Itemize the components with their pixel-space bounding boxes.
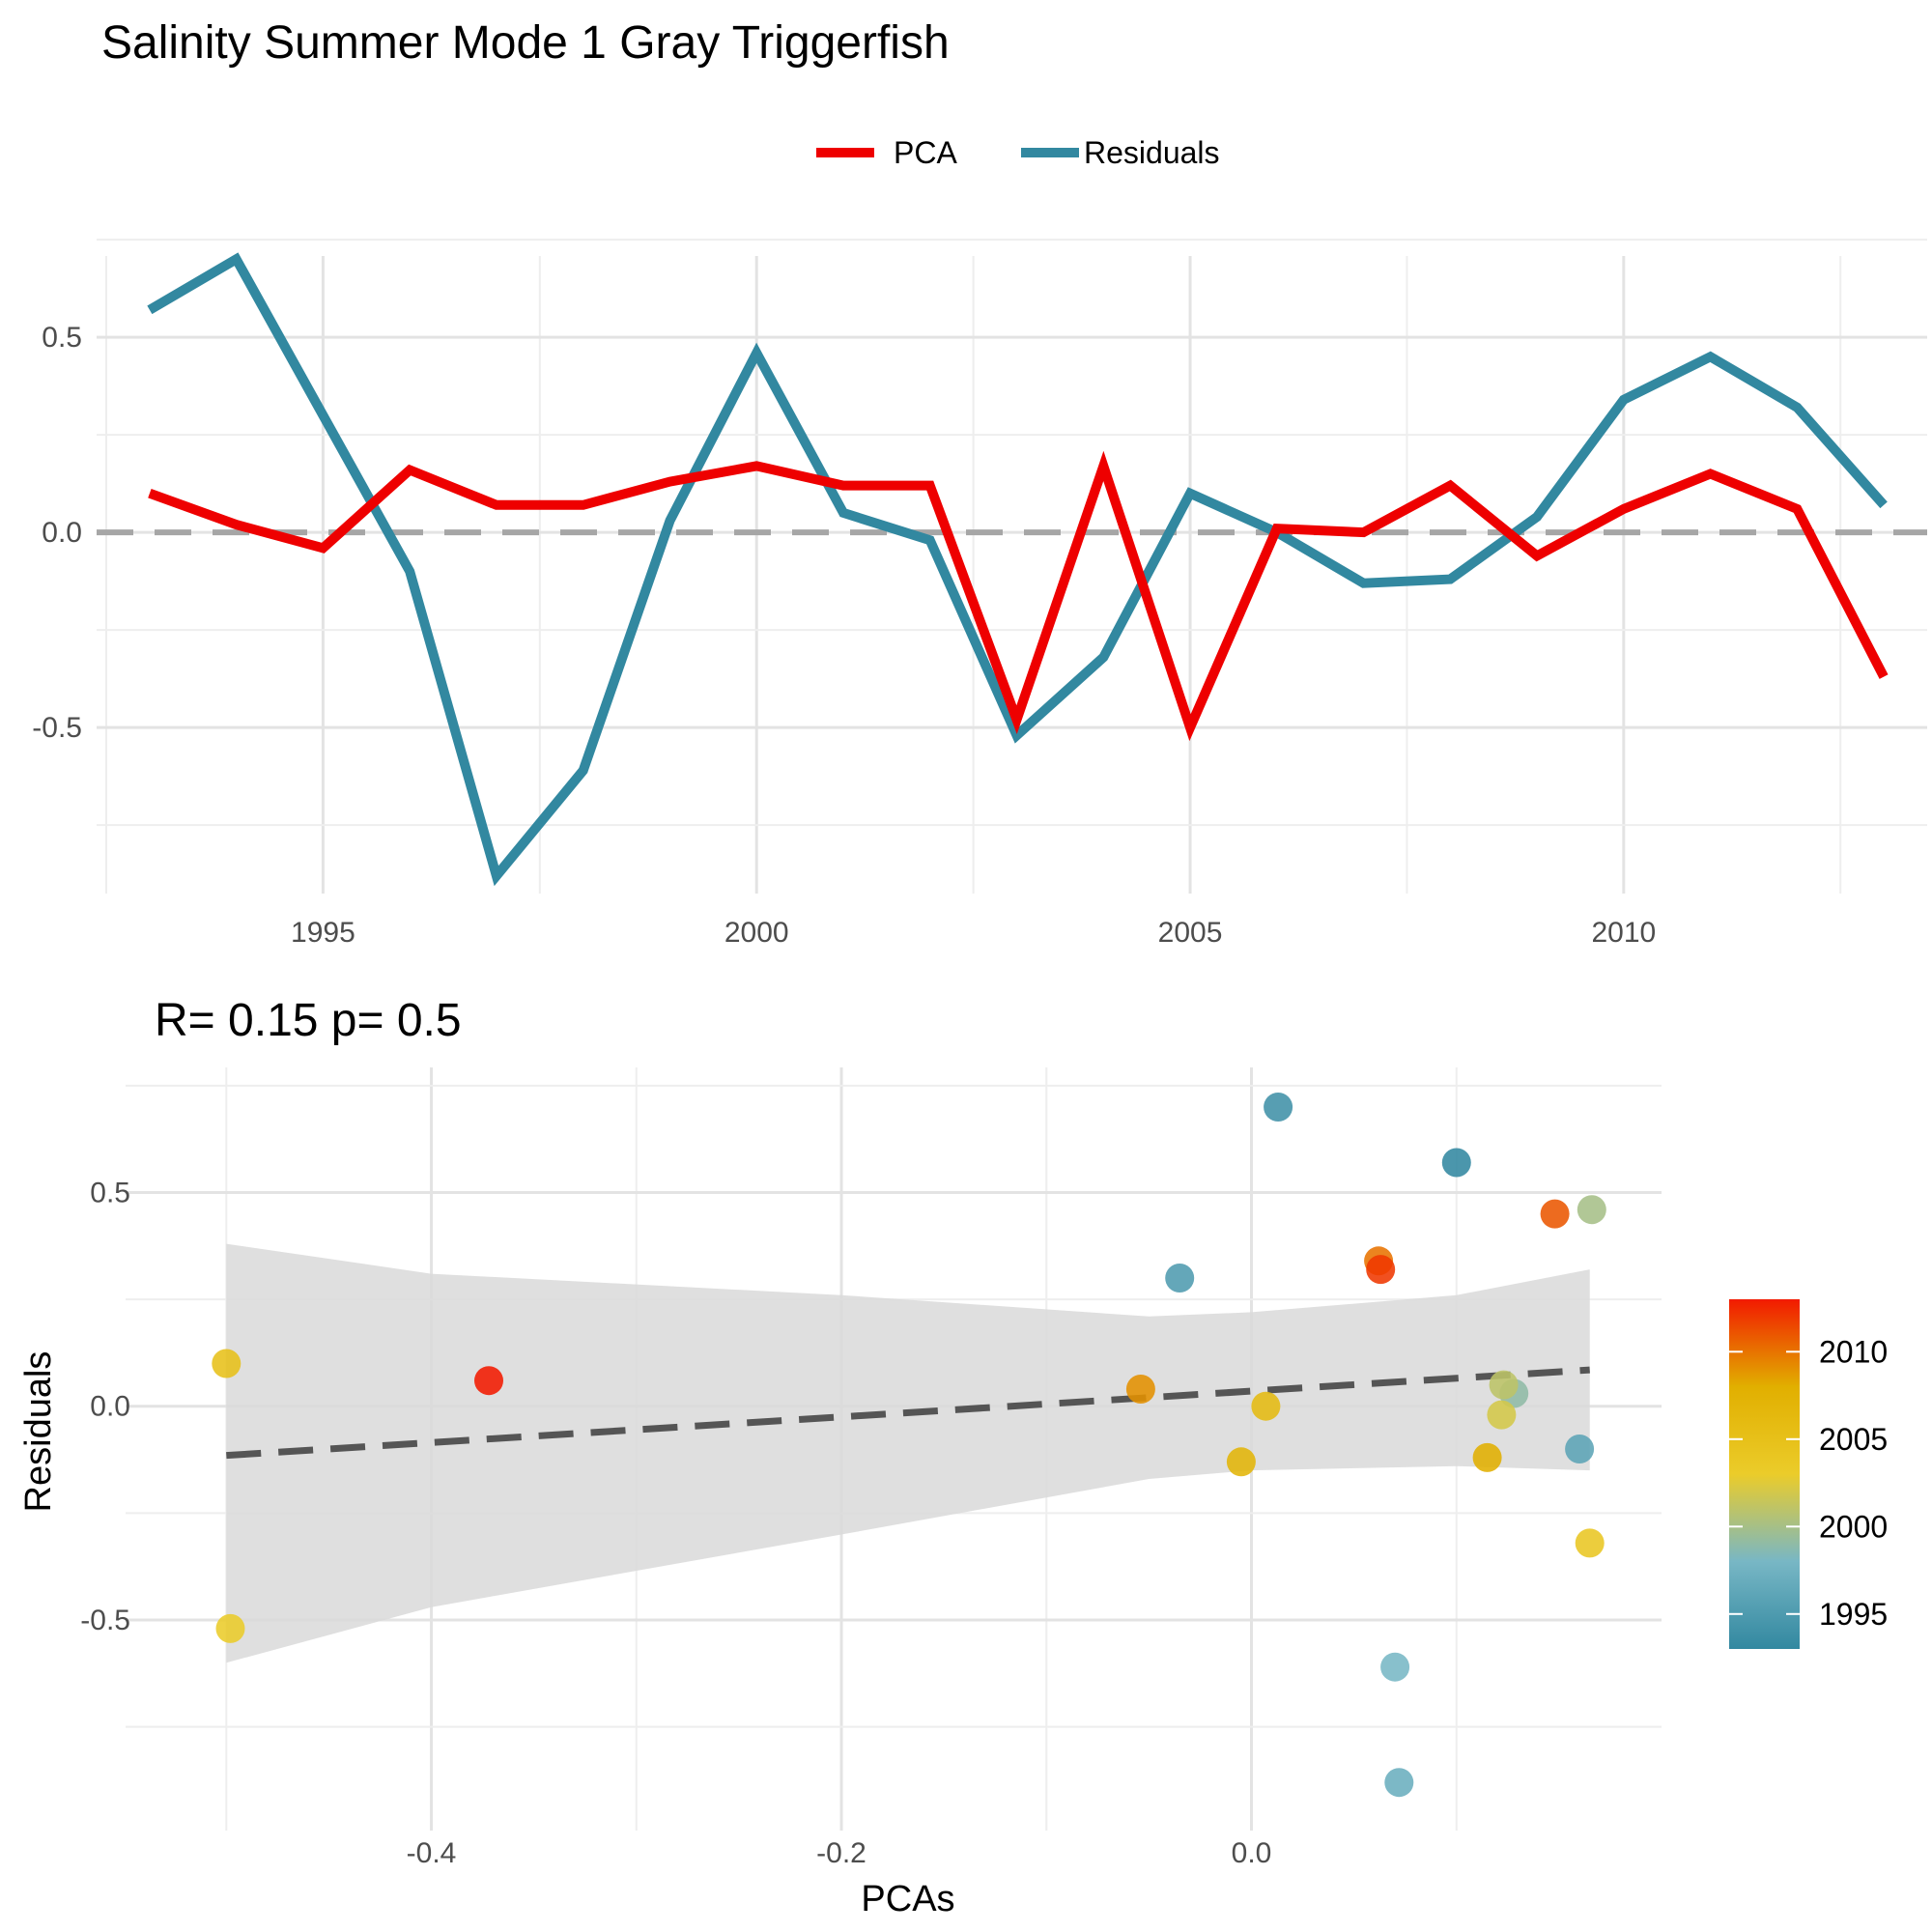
bottom-x-tick-label: -0.2 <box>816 1837 867 1869</box>
bottom-x-tick-label: 0.0 <box>1232 1837 1272 1869</box>
series-lines <box>147 252 1889 887</box>
scatter-points <box>212 1093 1606 1798</box>
colorbar-tick-label: 2000 <box>1819 1509 1888 1544</box>
colorbar-tick-label: 2010 <box>1819 1334 1888 1369</box>
series-line-residuals <box>147 252 1888 887</box>
scatter-point <box>1472 1442 1502 1472</box>
scatter-point <box>1489 1370 1519 1400</box>
scatter-point <box>1366 1255 1396 1285</box>
bottom-y-tick-labels: -0.5 0.0 0.5 <box>80 1177 130 1636</box>
scatter-point <box>1487 1400 1517 1430</box>
bottom-y-tick-label: 0.5 <box>90 1177 130 1208</box>
scatter-point <box>1226 1447 1256 1477</box>
top-x-tick-label: 2000 <box>724 917 789 949</box>
top-y-tick-labels: -0.5 0.0 0.5 <box>32 322 82 744</box>
scatter-point <box>1575 1528 1605 1558</box>
top-gridlines <box>97 239 1927 894</box>
legend: PCA Residuals <box>816 135 1220 170</box>
colorbar-tick-label: 2005 <box>1819 1422 1888 1457</box>
confidence-ribbon <box>226 1243 1590 1663</box>
top-x-tick-label: 2005 <box>1158 917 1223 949</box>
colorbar-tick-label: 1995 <box>1819 1597 1888 1632</box>
y-axis-title: Residuals <box>18 1351 59 1513</box>
scatter-point <box>1577 1195 1606 1225</box>
colorbar: 2010 2005 2000 1995 <box>1729 1299 1888 1649</box>
colorbar-ticks: 2010 2005 2000 1995 <box>1729 1334 1888 1632</box>
top-y-tick-label: -0.5 <box>32 712 82 744</box>
scatter-point <box>1125 1375 1155 1404</box>
scatter-panel: -0.4 -0.2 0.0 -0.5 0.0 0.5 PCAs Residuals <box>18 1067 1662 1919</box>
scatter-point <box>1264 1093 1293 1122</box>
bottom-x-tick-label: -0.4 <box>407 1837 457 1869</box>
top-x-tick-labels: 1995 2000 2005 2010 <box>291 917 1656 949</box>
x-axis-title: PCAs <box>861 1879 954 1919</box>
top-x-tick-label: 2010 <box>1591 917 1656 949</box>
series-line-pca <box>148 450 1889 742</box>
bottom-x-tick-labels: -0.4 -0.2 0.0 <box>407 1837 1272 1869</box>
legend-label-residuals: Residuals <box>1084 135 1220 170</box>
scatter-subtitle: R= 0.15 p= 0.5 <box>155 995 462 1046</box>
scatter-point <box>1165 1264 1195 1293</box>
scatter-point <box>1540 1199 1570 1229</box>
bottom-y-tick-label: 0.0 <box>90 1391 130 1423</box>
scatter-point <box>212 1349 242 1378</box>
colorbar-gradient <box>1729 1299 1800 1649</box>
scatter-point <box>215 1613 245 1643</box>
scatter-point <box>474 1366 503 1396</box>
time-series-panel: 1995 2000 2005 2010 -0.5 0.0 0.5 <box>32 239 1927 949</box>
scatter-point <box>1384 1768 1414 1798</box>
bottom-y-tick-label: -0.5 <box>80 1605 130 1636</box>
figure-title: Salinity Summer Mode 1 Gray Triggerfish <box>101 17 950 69</box>
scatter-point <box>1251 1391 1281 1421</box>
scatter-point <box>1565 1435 1595 1463</box>
top-y-tick-label: 0.5 <box>42 322 82 354</box>
scatter-point <box>1441 1148 1471 1178</box>
legend-label-pca: PCA <box>894 135 957 170</box>
scatter-point <box>1380 1652 1410 1682</box>
top-y-tick-label: 0.0 <box>42 517 82 549</box>
regression-fit-line <box>226 1366 1590 1460</box>
top-x-tick-label: 1995 <box>291 917 355 949</box>
